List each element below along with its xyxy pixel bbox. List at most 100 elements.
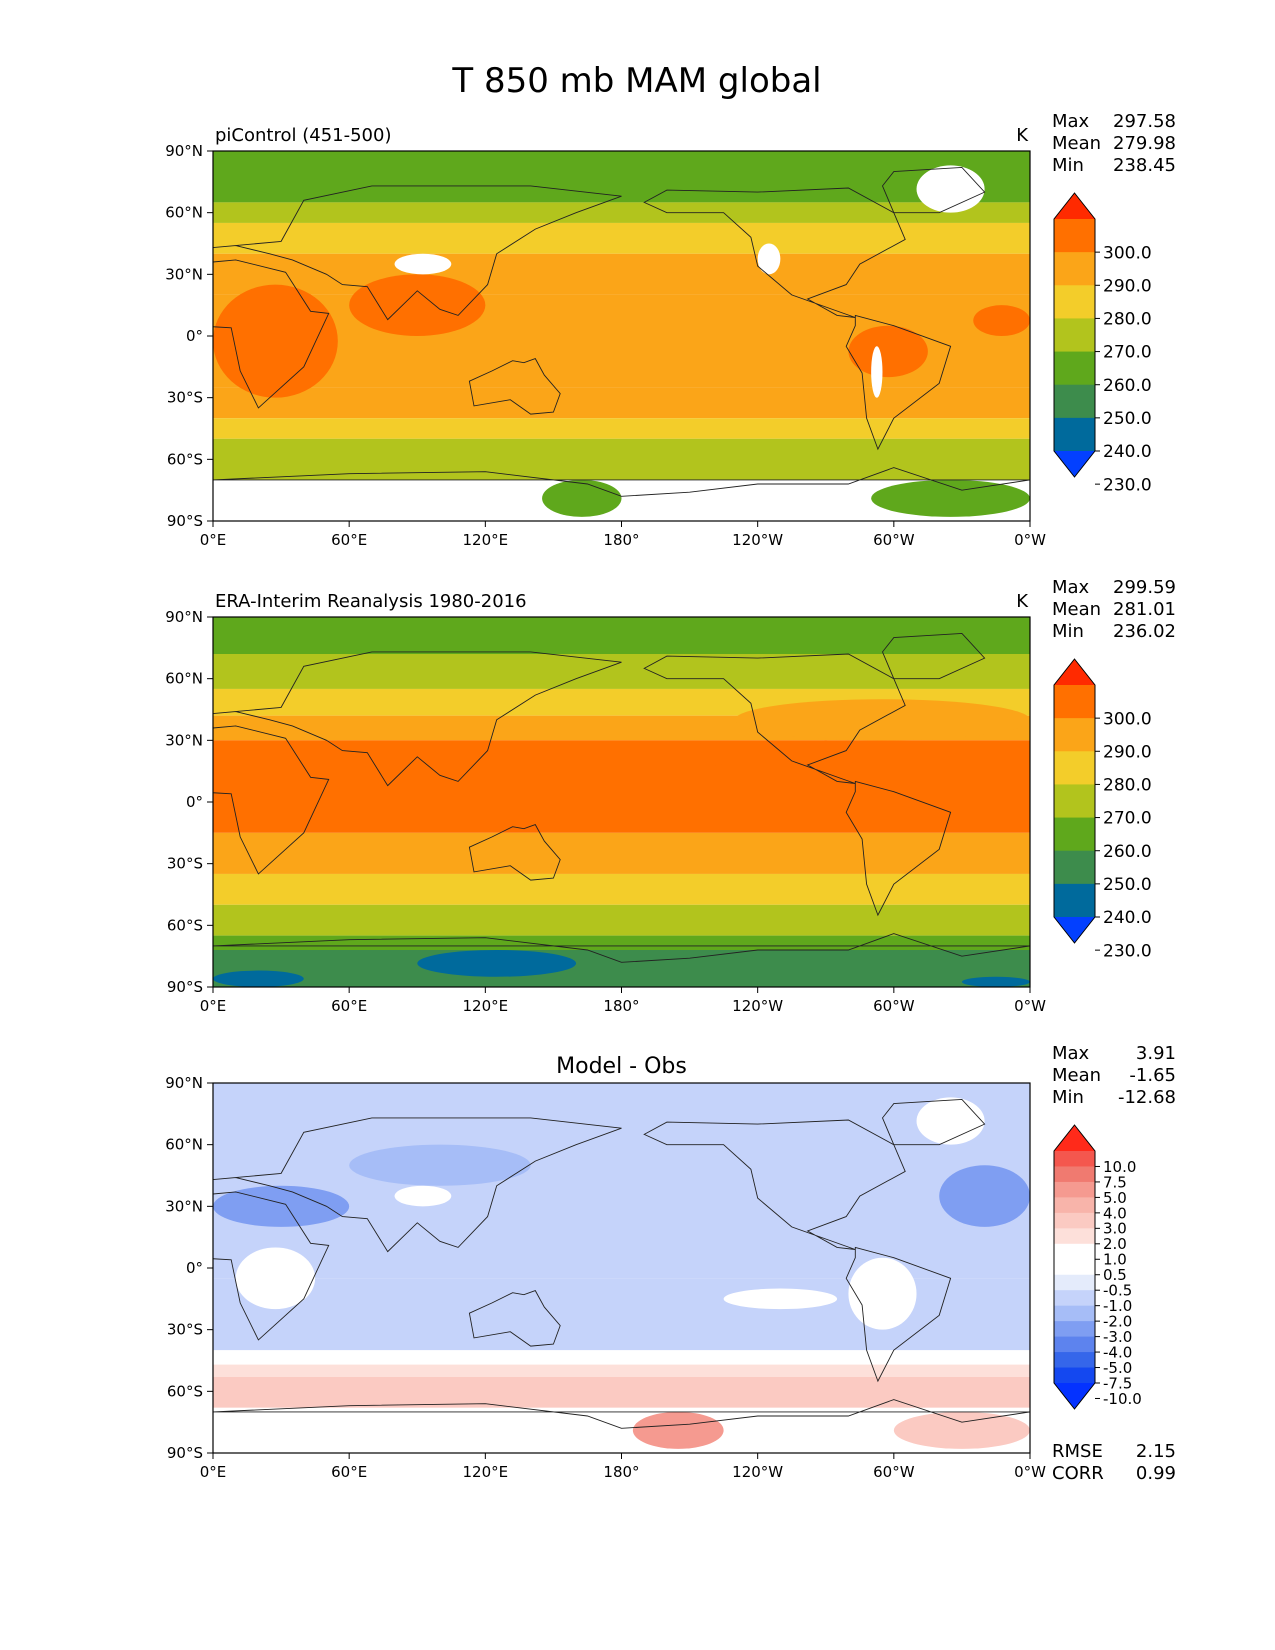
colorbar-label: -5.0 (1103, 1359, 1132, 1377)
colorbar-label: -4.0 (1103, 1343, 1132, 1361)
panel-title: ERA-Interim Reanalysis 1980-2016 (215, 591, 527, 612)
colorbar-outline (1053, 658, 1096, 944)
y-tick-label: 60°S (167, 916, 203, 934)
coastline (213, 1399, 1030, 1429)
stat-label: Max (1052, 111, 1090, 132)
colorbar-label: 1.0 (1103, 1251, 1127, 1269)
x-tick-label: 120°W (732, 997, 783, 1015)
coastline (468, 358, 561, 415)
stat-label: Min (1052, 621, 1084, 642)
y-tick-label: 60°S (167, 450, 203, 468)
y-tick-label: 30°S (167, 1321, 203, 1339)
panels: 0°E 60°E 120°E 180° 120°W 60°W 0°W 90°N 60°N 30°N… (165, 111, 1176, 1484)
lat-band (213, 617, 1030, 654)
panel-title: piControl (451-500) (215, 125, 391, 146)
colorbar-label: 4.0 (1103, 1204, 1127, 1222)
colorbar-label: 7.5 (1103, 1173, 1127, 1191)
colorbar-segment (1054, 1181, 1095, 1198)
stat-value: 279.98 (1113, 133, 1176, 154)
colorbar-segment (1054, 850, 1095, 885)
colorbar-segment (1054, 1166, 1095, 1183)
lat-band (213, 253, 1030, 295)
y-tick-label: 30°N (165, 265, 203, 283)
y-tick-label: 0° (186, 327, 203, 345)
panel-3: 0°E 60°E 120°E 180° 120°W 60°W 0°W 90°N 60°N 30°N… (165, 1043, 1176, 1484)
colorbar-max-extend (1054, 659, 1095, 685)
field-region (723, 1288, 838, 1310)
colorbar-segment (1054, 318, 1095, 353)
field-region (757, 243, 781, 275)
lat-band (213, 654, 1030, 689)
colorbar-segment (1054, 219, 1095, 253)
coastlines (213, 166, 1030, 497)
figure-title: T 850 mb MAM global (451, 61, 821, 101)
lat-band (213, 832, 1030, 874)
y-tick-label: 60°S (167, 1382, 203, 1400)
x-tick-label: 0°E (200, 531, 227, 549)
lat-band (213, 151, 1030, 203)
y-tick-label: 90°S (167, 978, 203, 996)
colorbar-label: 3.0 (1103, 1220, 1127, 1238)
x-tick-label: 120°E (463, 531, 509, 549)
colorbar-label: 230.0 (1103, 941, 1152, 961)
y-tick-label: 90°S (167, 512, 203, 530)
colorbar-label: 2.0 (1103, 1235, 1127, 1253)
x-tick-label: 60°W (873, 1463, 915, 1481)
field-region (734, 699, 1030, 741)
colorbar-segment (1054, 817, 1095, 852)
x-tick-label: 0°E (200, 1463, 227, 1481)
field-region (961, 976, 1030, 987)
metric-label: RMSE (1052, 1441, 1103, 1462)
coastlines (213, 632, 1030, 963)
colorbar-outline (1053, 192, 1096, 478)
colorbar-segment (1054, 417, 1095, 452)
y-tick-label: 60°N (165, 670, 203, 688)
x-tick-label: 180° (603, 1463, 639, 1481)
field-region (916, 165, 985, 213)
heatmap-field (213, 1083, 1030, 1453)
coastline (213, 1191, 330, 1341)
stat-label: Min (1052, 155, 1084, 176)
field-region (871, 479, 1030, 517)
stat-label: Max (1052, 577, 1090, 598)
colorbar-label: 250.0 (1103, 875, 1152, 895)
coastline (881, 1098, 986, 1146)
field-region (939, 1165, 1030, 1227)
lat-band (213, 222, 1030, 254)
y-tick-label: 60°N (165, 204, 203, 222)
colorbar-segment (1054, 351, 1095, 386)
colorbar-segment (1054, 252, 1095, 286)
lat-band (213, 1350, 1030, 1365)
colorbar-label: 10.0 (1103, 1158, 1136, 1176)
colorbar-segment (1054, 1305, 1095, 1322)
y-tick-label: 90°S (167, 1444, 203, 1462)
lat-band (213, 904, 1030, 936)
colorbar-label: -0.5 (1103, 1282, 1132, 1300)
metric-value: 2.15 (1136, 1441, 1176, 1462)
colorbar-segment (1054, 1228, 1095, 1245)
colorbar-label: 250.0 (1103, 409, 1152, 429)
colorbar-label: -10.0 (1103, 1390, 1142, 1408)
colorbar-label: 270.0 (1103, 809, 1152, 829)
field-region (632, 1411, 724, 1449)
colorbar-label: 240.0 (1103, 908, 1152, 928)
heatmap-field (213, 617, 1030, 987)
stat-label: Mean (1052, 1065, 1101, 1086)
colorbar-label: -1.0 (1103, 1297, 1132, 1315)
panel-2: 0°E 60°E 120°E 180° 120°W 60°W 0°W 90°N 60°N 30°N… (165, 577, 1176, 1015)
field-region (235, 1247, 316, 1310)
colorbar-label: -7.5 (1103, 1374, 1132, 1392)
colorbar: 300.0 290.0 280.0 270.0 260.0 250.0 240.0 230.0 (1053, 192, 1152, 495)
stat-value: 236.02 (1113, 621, 1176, 642)
colorbar-min-extend (1054, 917, 1095, 943)
colorbar-label: 290.0 (1103, 276, 1152, 296)
field-region (213, 1185, 350, 1227)
colorbar-segment (1054, 1290, 1095, 1307)
field-region (417, 950, 577, 977)
coastline (845, 314, 952, 451)
colorbar-segment (1054, 1259, 1095, 1276)
colorbar-segment (1054, 1336, 1095, 1353)
stat-value: 281.01 (1113, 599, 1176, 620)
metric-label: CORR (1052, 1463, 1104, 1484)
colorbar-label: -3.0 (1103, 1328, 1132, 1346)
